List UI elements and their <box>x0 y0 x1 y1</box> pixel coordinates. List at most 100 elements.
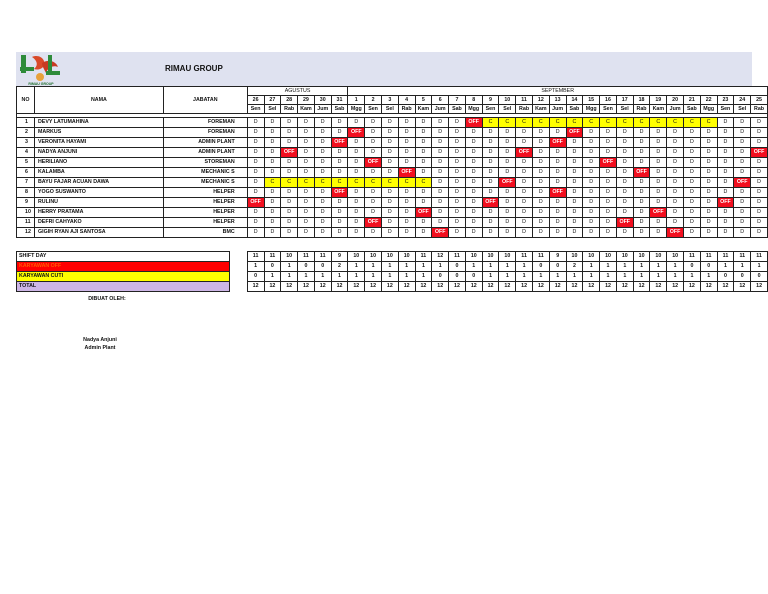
shift-cell: D <box>313 217 332 228</box>
shift-cell: D <box>498 127 517 138</box>
date-header: 16 <box>599 95 617 105</box>
shift-cell: D <box>615 197 634 208</box>
day-header: Sab <box>448 104 466 114</box>
summary-value: 10 <box>599 251 617 262</box>
shift-cell: D <box>733 117 752 128</box>
shift-cell: D <box>347 207 366 218</box>
shift-cell: D <box>481 157 500 168</box>
shift-cell: D <box>414 227 433 238</box>
shift-cell: D <box>716 187 735 198</box>
date-header: 8 <box>464 95 483 105</box>
shift-cell: D <box>666 217 684 228</box>
shift-cell: D <box>699 167 718 178</box>
shift-cell: D <box>632 207 651 218</box>
shift-cell: D <box>498 197 517 208</box>
summary-value: 12 <box>565 281 584 292</box>
shift-cell: C <box>498 117 517 128</box>
summary-value: 12 <box>683 281 701 292</box>
shift-cell: D <box>599 217 617 228</box>
employee-position: HELPER <box>162 207 248 218</box>
table-row: 9 RULINU HELPER OFF D D D D D D D D D D D D D OFF D D D D D D D D… <box>16 197 768 208</box>
summary-value: 1 <box>683 271 701 282</box>
shift-cell: D <box>515 157 533 168</box>
shift-cell: D <box>481 127 500 138</box>
summary-value: 12 <box>414 281 433 292</box>
shift-cell: D <box>297 167 315 178</box>
shift-cell: D <box>649 127 668 138</box>
shift-cell: D <box>364 127 382 138</box>
summary-value: 11 <box>246 251 265 262</box>
shift-cell: OFF <box>548 137 567 148</box>
shift-cell: D <box>750 217 768 228</box>
prepared-by-label: DIBUAT OLEH: <box>88 296 126 302</box>
summary-row: KARYAWAN OFF 1 0 1 0 0 2 1 1 1 1 1 1 0 1 1 1 1 0 0 2 1 1 1 1 1 1 0 0… <box>16 261 768 272</box>
shift-cell: D <box>263 157 282 168</box>
shift-cell: D <box>448 217 466 228</box>
employee-name: DEVY LATUMAHINA <box>33 117 164 128</box>
shift-cell: D <box>649 227 668 238</box>
shift-cell: D <box>464 137 483 148</box>
shift-cell: D <box>582 217 601 228</box>
shift-cell: D <box>699 177 718 188</box>
shift-cell: D <box>263 187 282 198</box>
date-header: 3 <box>380 95 399 105</box>
shift-cell: D <box>448 187 466 198</box>
shift-cell: D <box>666 207 684 218</box>
summary-value: 11 <box>532 251 550 262</box>
shift-cell: D <box>297 197 315 208</box>
shift-cell: D <box>481 177 500 188</box>
summary-spacer <box>229 252 247 262</box>
shift-cell: D <box>297 207 315 218</box>
employee-position: FOREMAN <box>162 117 248 128</box>
day-header: Sen <box>364 104 382 114</box>
shift-cell: D <box>582 197 601 208</box>
summary-value: 11 <box>414 251 433 262</box>
shift-cell: D <box>548 217 567 228</box>
shift-cell: D <box>548 207 567 218</box>
summary-value: 9 <box>548 251 567 262</box>
shift-cell: D <box>599 187 617 198</box>
shift-cell: D <box>347 167 366 178</box>
shift-cell: D <box>313 117 332 128</box>
table-row: 8 YOGO SUSWANTO HELPER D D D D D OFF D D D D D D D D D D D D… <box>16 187 768 198</box>
employee-position: HELPER <box>162 187 248 198</box>
shift-cell: D <box>599 227 617 238</box>
shift-cell: D <box>649 177 668 188</box>
shift-cell: D <box>515 127 533 138</box>
shift-cell: D <box>397 197 416 208</box>
shift-cell: OFF <box>364 217 382 228</box>
shift-cell: D <box>531 137 550 148</box>
shift-cell: D <box>615 227 634 238</box>
day-header: Rab <box>632 104 651 114</box>
header-nama: NAMA <box>33 86 164 114</box>
shift-cell: D <box>632 217 651 228</box>
shift-cell: D <box>431 217 450 228</box>
summary-value: 1 <box>498 271 517 282</box>
table-row: 11 DEFRI CAHYAKO HELPER D D D D D D D OFF D D D D D D D D D… <box>16 217 768 228</box>
table-row: 5 HERILIANO STOREMAN D D D D D D D OFF D D D D D D D D D D D D… <box>16 157 768 168</box>
shift-cell: D <box>666 127 684 138</box>
employee-no: 1 <box>16 117 35 128</box>
summary-row: KARYAWAN CUTI 0 1 1 1 1 1 1 1 1 1 1 0 0 0 1 1 1 1 1 1 1 1 1 1 1 1 1… <box>16 271 768 282</box>
shift-cell: D <box>666 197 684 208</box>
date-header: 5 <box>414 95 433 105</box>
shift-cell: D <box>716 137 735 148</box>
shift-cell: D <box>649 157 668 168</box>
shift-cell: C <box>599 117 617 128</box>
shift-cell: D <box>548 177 567 188</box>
shift-cell: D <box>280 117 299 128</box>
shift-cell: D <box>448 117 466 128</box>
employee-position: MECHANIC S <box>162 177 248 188</box>
summary-value: 1 <box>666 271 685 282</box>
summary-value: 1 <box>582 261 601 272</box>
employee-position: HELPER <box>162 217 248 228</box>
day-header: Rab <box>280 104 299 114</box>
summary-value: 12 <box>632 281 651 292</box>
shift-cell: D <box>431 197 450 208</box>
shift-cell: D <box>632 177 651 188</box>
summary-value: 0 <box>297 261 315 272</box>
shift-cell: OFF <box>615 217 634 228</box>
summary-value: 12 <box>548 281 567 292</box>
summary-value: 0 <box>716 271 735 282</box>
shift-cell: D <box>330 207 349 218</box>
